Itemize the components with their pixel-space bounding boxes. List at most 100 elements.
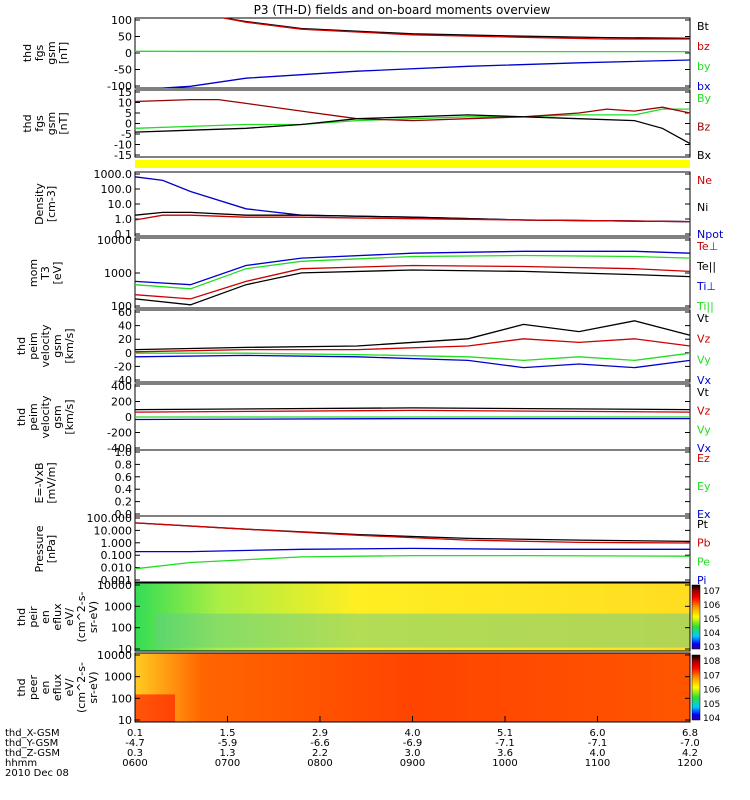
y-axis-label: [mV/m] [45, 462, 58, 503]
series-bz [223, 17, 690, 40]
y-tick-label: -5 [121, 128, 132, 141]
panel-frame [134, 449, 691, 517]
x-tick-label: 1000 [492, 758, 517, 769]
y-tick-label: 1.0 [115, 446, 133, 459]
legend-entry: Bt [697, 20, 710, 33]
panel-frame [134, 17, 691, 89]
series-bx [162, 59, 691, 89]
legend-entry: Ti|| [696, 300, 714, 313]
panel-peer-eflux: 108 107 106 105 104 10000 1000 100 10 thd peer en ef… [15, 649, 720, 727]
panel-frame [134, 237, 691, 309]
y-tick-label: 0 [125, 118, 132, 131]
series-Vz [134, 409, 691, 413]
y-tick-label: 400 [111, 380, 132, 393]
y-axis-label: eflux [51, 673, 64, 701]
y-axis-label: eflux [51, 603, 64, 631]
colorbar-label: 103 [703, 643, 720, 653]
y-tick-label: -15 [114, 149, 132, 162]
x-tick-label: 0.3 [127, 748, 143, 759]
colorbar-label: 106 [703, 601, 720, 611]
y-tick-label: 10 [118, 643, 132, 656]
y-axis-label: fgs [33, 44, 46, 61]
y-tick-label: 0 [125, 47, 132, 60]
x-tick-label: -5.9 [218, 738, 238, 749]
y-tick-label: -400 [107, 442, 132, 455]
x-tick-label: -6.6 [310, 738, 330, 749]
series-Vz [134, 338, 691, 353]
panel-frame [134, 582, 691, 652]
x-tick-label: 1.5 [220, 728, 236, 739]
y-tick-label: 0 [125, 347, 132, 360]
y-tick-label: -100 [107, 80, 132, 93]
series-Bz [134, 98, 691, 122]
y-tick-label: -20 [114, 360, 132, 373]
series-Ne [134, 214, 691, 223]
y-tick-label: 0.001 [101, 574, 133, 587]
y-axis-label: [km/s] [63, 328, 76, 363]
y-axis-label: Pressure [33, 525, 46, 572]
series-Bt [223, 17, 691, 39]
y-axis-label: peer [27, 675, 40, 701]
panel-frame [134, 171, 691, 237]
series-Npot [134, 176, 691, 223]
legend-entry: Ex [697, 508, 711, 521]
y-axis-label: E=-VxB [33, 462, 46, 503]
x-row-label: thd_X-GSM [5, 728, 60, 739]
y-tick-label: -40 [114, 374, 132, 387]
x-tick-label: 0.1 [127, 728, 143, 739]
legend-entry: Pe [697, 555, 710, 568]
colorbar-label: 107 [703, 587, 720, 597]
y-axis-label: fgs [33, 115, 46, 132]
x-tick-label: 6.8 [682, 728, 698, 739]
y-axis-label: velocity [39, 395, 52, 438]
x-tick-label: 2.2 [312, 748, 328, 759]
series-Pi [135, 547, 690, 553]
y-axis-label: peim [27, 332, 40, 360]
series-Pe [134, 554, 691, 570]
x-tick-label: 3.0 [405, 748, 421, 759]
y-tick-label: 100.0 [101, 183, 133, 196]
y-axis-label: eV/ [63, 678, 76, 696]
colorbar-label: 104 [703, 629, 720, 639]
y-tick-label: 15 [118, 86, 132, 99]
legend-entry: Vx [697, 374, 712, 387]
y-axis-label: [cm-3] [45, 186, 58, 222]
legend-entry: Vz [697, 333, 711, 346]
series-Vx [134, 354, 691, 369]
panel-fgs-gsm-nT: 100 50 0 -50 -100 thd fgs gsm [nT] Bt bz by bx [21, 14, 711, 93]
series-Te⊥ [134, 264, 691, 300]
y-axis-label: thd [21, 44, 34, 62]
spectrogram [135, 653, 690, 722]
y-axis-label: Density [33, 183, 46, 225]
y-tick-label: -200 [107, 427, 132, 440]
x-tick-label: 1.3 [220, 748, 236, 759]
legend-entry: Pb [697, 537, 711, 550]
series-Vy [135, 352, 691, 362]
y-axis-label: mom [27, 259, 40, 287]
y-tick-label: 200 [111, 396, 132, 409]
legend-entry: Ti⊥ [696, 280, 716, 293]
x-tick-label: 0900 [400, 758, 425, 769]
legend-entry: by [697, 60, 711, 73]
series-By [134, 108, 690, 129]
colorbar-label: 107 [703, 671, 720, 681]
series-Te|| [134, 269, 691, 306]
spectrogram-band [135, 694, 175, 722]
colorbar [691, 584, 701, 650]
y-tick-label: 0.4 [115, 483, 133, 496]
y-tick-label: 100 [111, 622, 132, 635]
panel-temperature: 10000 1000 100 mom T3 [eV] Te⊥ Te|| Ti⊥ Ti|| [27, 234, 718, 313]
panel-frame [134, 309, 691, 383]
y-tick-label: 60 [118, 306, 132, 319]
y-axis-label: thd [15, 337, 28, 355]
x-tick-label: 1200 [677, 758, 702, 769]
x-tick-label: 4.0 [590, 748, 606, 759]
y-tick-label: 10000 [97, 649, 132, 662]
y-axis-label: [eV] [51, 262, 64, 285]
series-Vt [134, 407, 691, 411]
legend-entry: Vt [697, 312, 710, 325]
series-Vt [134, 320, 691, 351]
y-tick-label: 1000.0 [94, 168, 133, 181]
